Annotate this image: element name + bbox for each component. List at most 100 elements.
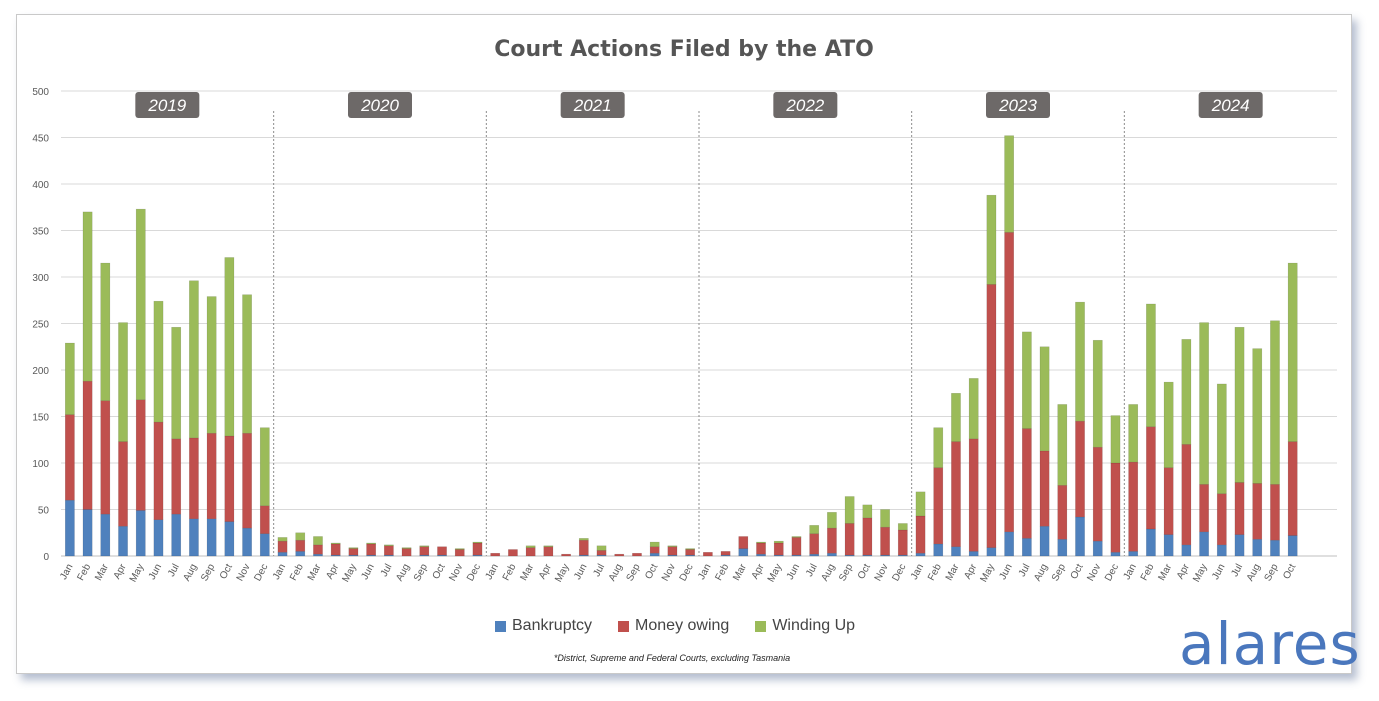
bar-segment-winding-up	[1234, 326, 1245, 483]
bar-segment-winding-up	[1181, 339, 1192, 445]
x-tick-label: Mar	[1156, 562, 1174, 583]
bar-segment-winding-up	[348, 547, 359, 549]
bar-segment-money-owing	[189, 437, 199, 520]
bar-segment-money-owing	[295, 539, 306, 552]
legend-label-money-owing: Money owing	[635, 617, 730, 634]
bar-segment-money-owing	[1270, 484, 1280, 541]
bar-segment-money-owing	[348, 548, 359, 556]
bar-segment-money-owing	[419, 546, 430, 556]
x-tick-label: May	[128, 562, 147, 584]
bar-segment-bankruptcy	[1022, 538, 1032, 557]
bar-segment-money-owing	[1146, 426, 1156, 530]
x-tick-label: Jan	[271, 562, 288, 581]
year-badge	[1198, 92, 1263, 118]
bar-segment-money-owing	[1128, 461, 1139, 552]
y-tick-label: 50	[38, 506, 50, 517]
bar-segment-winding-up	[242, 294, 252, 434]
bar-segment-winding-up	[809, 525, 820, 534]
legend-label-winding-up: Winding Up	[772, 617, 856, 634]
bar-segment-bankruptcy	[153, 519, 164, 557]
x-tick-label: May	[340, 562, 359, 584]
x-tick-label: Jun	[572, 562, 589, 581]
bar-segment-money-owing	[82, 380, 93, 510]
bar-segment-winding-up	[756, 541, 766, 544]
x-tick-label: Jul	[804, 562, 820, 578]
x-tick-label: Mar	[518, 562, 536, 583]
year-label: 2024	[1211, 96, 1250, 115]
bar-segment-bankruptcy	[649, 552, 660, 557]
y-tick-label: 250	[32, 320, 49, 331]
bar-segment-winding-up	[100, 262, 111, 401]
legend-item-bankruptcy: Bankruptcy	[495, 617, 592, 635]
x-tick-label: Nov	[873, 562, 891, 583]
bar-segment-money-owing	[773, 542, 784, 556]
x-tick-label: Apr	[537, 562, 554, 581]
legend-swatch-money-owing	[618, 620, 630, 632]
x-tick-label: Aug	[181, 562, 199, 583]
bar-segment-bankruptcy	[277, 552, 288, 557]
bar-segment-bankruptcy	[135, 510, 146, 557]
bar-segment-money-owing	[738, 536, 749, 549]
bar-segment-winding-up	[224, 257, 235, 437]
bar-segment-bankruptcy	[1092, 540, 1103, 557]
bar-segment-bankruptcy	[1163, 534, 1174, 557]
x-tick-label: Oct	[218, 562, 235, 581]
bar-segment-bankruptcy	[809, 553, 820, 557]
bar-segment-winding-up	[1004, 135, 1014, 233]
x-tick-label: Dec	[252, 562, 270, 583]
x-tick-label: Sep	[625, 562, 643, 583]
bar-segment-money-owing	[1039, 450, 1050, 527]
x-tick-label: May	[1191, 562, 1210, 584]
x-tick-label: Mar	[93, 562, 111, 583]
bar-segment-bankruptcy	[82, 509, 93, 557]
bar-segment-money-owing	[153, 421, 164, 520]
x-tick-label: Oct	[1069, 562, 1086, 581]
x-tick-label: Feb	[926, 562, 944, 583]
bar-segment-bankruptcy	[1110, 552, 1121, 557]
bar-segment-winding-up	[401, 547, 412, 549]
legend-swatch-bankruptcy	[495, 620, 506, 632]
bar-segment-winding-up	[1252, 348, 1263, 484]
bar-segment-money-owing	[118, 441, 128, 527]
bar-segment-money-owing	[330, 543, 341, 556]
bar-segment-money-owing	[1199, 484, 1209, 533]
bar-segment-bankruptcy	[1181, 544, 1192, 557]
bar-segment-winding-up	[525, 545, 536, 548]
bar-segment-money-owing	[242, 432, 252, 529]
y-tick-label: 0	[43, 552, 49, 563]
bar-segment-bankruptcy	[827, 552, 837, 557]
bar-segment-bankruptcy	[242, 527, 252, 557]
y-tick-label: 100	[32, 459, 49, 470]
bar-segment-bankruptcy	[756, 553, 766, 557]
x-tick-label: Sep	[1050, 562, 1068, 583]
bar-segment-winding-up	[1287, 262, 1298, 442]
x-tick-label: Apr	[324, 562, 341, 581]
bar-segment-winding-up	[986, 194, 997, 285]
bar-segment-winding-up	[1110, 415, 1121, 464]
bar-segment-money-owing	[1252, 483, 1263, 540]
x-tick-label: Sep	[1263, 562, 1281, 583]
bar-segment-money-owing	[578, 539, 589, 556]
bar-segment-money-owing	[791, 537, 802, 556]
year-label: 2022	[785, 96, 824, 115]
bar-segment-money-owing	[1092, 446, 1103, 542]
x-tick-label: Aug	[1032, 562, 1050, 583]
chart-card: Court Actions Filed by the ATO 2019 2020 2…	[16, 14, 1360, 674]
bar-segment-money-owing	[472, 542, 483, 556]
bar-segment-winding-up	[897, 523, 908, 531]
x-tick-label: Apr	[962, 562, 979, 581]
bar-segment-winding-up	[596, 545, 607, 551]
bar-segment-winding-up	[915, 491, 926, 517]
year-badge	[773, 92, 838, 118]
bar-segment-winding-up	[454, 548, 465, 550]
x-tick-label: Aug	[607, 562, 625, 583]
bar-segment-money-owing	[1181, 444, 1192, 546]
bar-segment-money-owing	[100, 400, 111, 515]
bar-segment-money-owing	[951, 441, 961, 547]
bar-segment-bankruptcy	[1216, 544, 1227, 557]
bar-segment-bankruptcy	[118, 525, 128, 557]
x-tick-label: Jan	[484, 562, 501, 581]
bar-segment-bankruptcy	[206, 518, 217, 557]
bar-segment-winding-up	[773, 540, 784, 544]
bar-segment-bankruptcy	[1252, 539, 1263, 557]
